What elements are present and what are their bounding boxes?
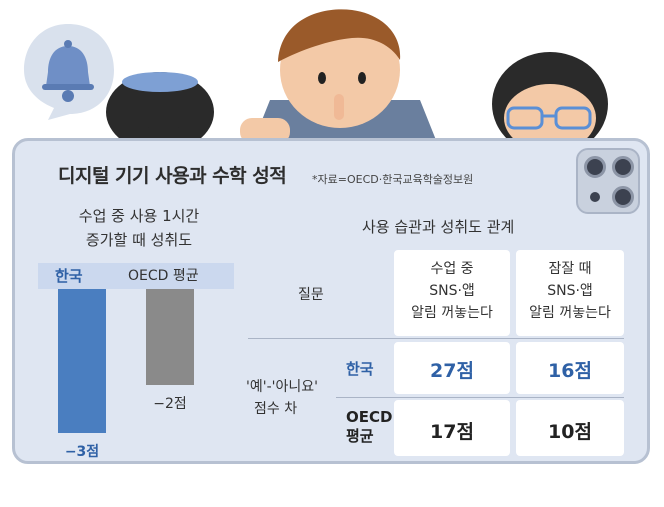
left-subtitle-line1: 수업 중 사용 1시간 — [78, 207, 200, 225]
diff-label-line1: '예'-'아니요' — [246, 379, 318, 395]
bar-korea — [58, 289, 106, 433]
children-illustration — [106, 9, 608, 150]
header-cell-col1 — [394, 250, 510, 336]
oecd-cell-col1 — [394, 400, 510, 456]
korea-cell-col2 — [516, 342, 624, 394]
table-divider-mid — [336, 397, 624, 398]
korea-cell-col1 — [394, 342, 510, 394]
row-label-oecd: OECD 평균 — [346, 408, 392, 446]
oecd-cell-col2 — [516, 400, 624, 456]
left-subtitle-line2: 증가할 때 성취도 — [85, 231, 193, 249]
korea-value-col1: 27점 — [430, 360, 474, 382]
diff-label: '예'-'아니요' 점수 차 — [246, 376, 318, 420]
category-label-oecd: OECD 평균 — [128, 268, 199, 284]
row-oecd-line1: OECD — [346, 408, 393, 426]
left-chart-subtitle: 수업 중 사용 1시간 증가할 때 성취도 — [40, 204, 238, 252]
row-label-korea: 한국 — [346, 360, 374, 378]
right-table-subtitle: 사용 습관과 성취도 관계 — [362, 218, 515, 236]
oecd-value-col2: 10점 — [548, 421, 592, 443]
header-col1-line3: 알림 꺼놓는다 — [411, 305, 493, 321]
chart-title: 디지털 기기 사용과 수학 성적 — [58, 165, 287, 187]
oecd-value-col1: 17점 — [430, 421, 474, 443]
bar-value-label-korea: −3점 — [64, 444, 100, 460]
korea-value-col2: 16점 — [548, 360, 592, 382]
header-col2-text: 잠잘 때 SNS·앱 알림 꺼놓는다 — [516, 258, 624, 324]
camera-module-icon — [576, 148, 640, 214]
header-col2-line1: 잠잘 때 — [548, 261, 592, 277]
header-col1-line2: SNS·앱 — [429, 283, 475, 299]
source-note: *자료=OECD·한국교육학술정보원 — [312, 173, 474, 186]
bell-icon — [24, 24, 114, 120]
diff-label-line2: 점수 차 — [254, 401, 298, 417]
header-col1-line1: 수업 중 — [430, 261, 474, 277]
legend-band — [38, 263, 234, 289]
header-cell-col2 — [516, 250, 624, 336]
table-divider-top — [248, 338, 624, 339]
question-label: 질문 — [298, 287, 324, 303]
category-label-korea: 한국 — [55, 267, 83, 285]
header-col2-line2: SNS·앱 — [547, 283, 593, 299]
bar-value-label-oecd: −2점 — [153, 396, 187, 412]
bar-oecd — [146, 289, 194, 385]
row-oecd-line2: 평균 — [346, 427, 374, 445]
header-col1-text: 수업 중 SNS·앱 알림 꺼놓는다 — [394, 258, 510, 324]
header-col2-line3: 알림 꺼놓는다 — [529, 305, 611, 321]
